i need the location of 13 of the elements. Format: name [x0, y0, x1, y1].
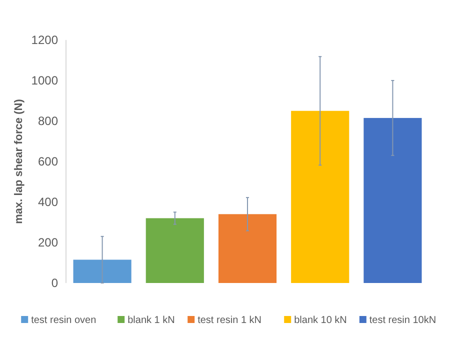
y-tick-label: 0	[51, 276, 58, 290]
y-tick-label: 600	[38, 154, 58, 169]
y-axis-title: max. lap shear force (N)	[13, 98, 25, 224]
legend-label: test resin 10kN	[369, 315, 436, 326]
y-tick-label: 200	[38, 236, 58, 250]
legend-label: blank 10 kN	[294, 315, 347, 326]
y-tick-label: 800	[38, 114, 58, 128]
legend-label: blank 1 kN	[128, 315, 175, 326]
legend-label: test resin oven	[31, 315, 96, 326]
y-tick-label: 1000	[31, 74, 58, 88]
y-tick-label: 400	[38, 195, 58, 210]
legend-label: test resin 1 kN	[198, 315, 262, 326]
y-tick-label: 1200	[31, 33, 58, 48]
